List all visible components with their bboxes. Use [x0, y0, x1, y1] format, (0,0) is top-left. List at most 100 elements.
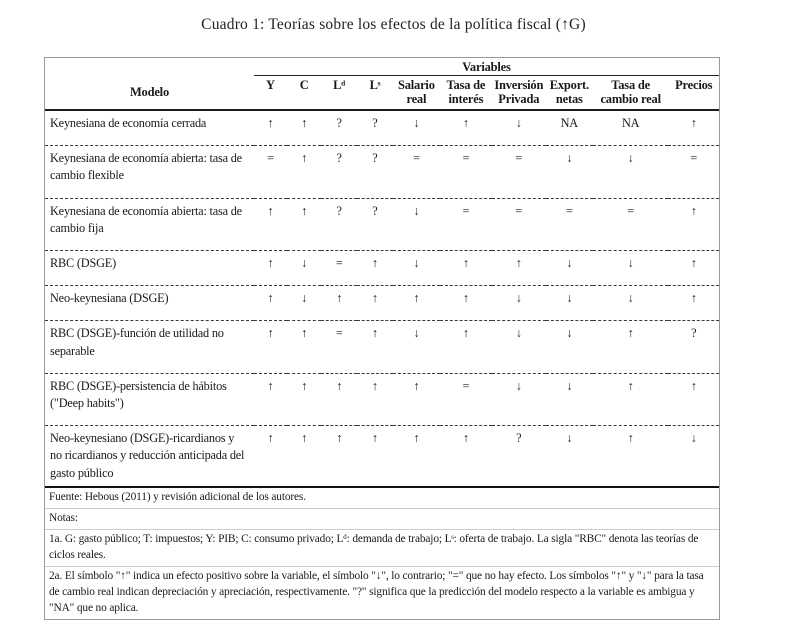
value-cell: =: [412, 151, 420, 166]
value-cell: ↑: [301, 116, 308, 130]
value-cell: ↑: [690, 378, 697, 393]
value-cell: ↑: [267, 116, 274, 130]
value-cell: =: [515, 203, 523, 218]
column-header: C: [286, 75, 322, 111]
notes-label: Notas:: [45, 507, 719, 529]
value-cell: ↓: [301, 291, 308, 306]
value-cell: ↓: [627, 291, 634, 306]
value-cell: ↑: [627, 378, 634, 393]
column-header: Salario real: [392, 75, 440, 111]
value-cell: ?: [336, 116, 342, 130]
value-cell: ↑: [690, 291, 697, 306]
table-row: Keynesiana de economía cerrada ↑ ↑?? ↓ ↑ ↓ NA N…: [45, 110, 719, 146]
column-header: Tasa de interés: [439, 75, 492, 111]
value-cell: ↓: [566, 431, 573, 446]
value-cell: ↓: [566, 151, 573, 166]
column-header: Lˢ: [357, 75, 393, 111]
value-cell: ↑: [515, 256, 522, 271]
value-cell: ↑: [690, 256, 697, 271]
value-cell: ↓: [413, 256, 420, 271]
table-row: RBC (DSGE) ↑ ↓ = ↑ ↓ ↑ ↑ ↓ ↓ ↑: [45, 251, 719, 286]
source-note: Fuente: Hebous (2011) y revisión adicion…: [49, 490, 306, 503]
value-cell: ↑: [371, 431, 378, 446]
value-cell: ↑: [336, 431, 343, 446]
value-cell: ↑: [462, 431, 469, 446]
value-cell: ↑: [301, 378, 308, 393]
value-cell: ↑: [301, 151, 308, 166]
value-cell: ↓: [566, 291, 573, 306]
value-cell: ↑: [462, 291, 469, 306]
value-cell: ↑: [371, 256, 378, 271]
model-cell: Neo-keynesiana (DSGE): [50, 291, 169, 306]
value-cell: ↓: [515, 326, 522, 341]
value-cell: NA: [560, 116, 579, 130]
table-row: Neo-keynesiano (DSGE)-ricardianos y no r…: [45, 426, 719, 487]
variables-header: Variables: [253, 58, 719, 76]
table-row: Neo-keynesiana (DSGE) ↑ ↓ ↑ ↑ ↑ ↑ ↓ ↓ ↓ ↑: [45, 286, 719, 321]
value-cell: ?: [336, 203, 342, 218]
value-cell: ?: [516, 431, 522, 446]
value-cell: ↓: [566, 378, 573, 393]
note-2a: 2a. El símbolo "↑" indica un efecto posi…: [45, 565, 719, 619]
value-cell: ?: [372, 151, 378, 166]
value-cell: ↑: [413, 378, 420, 393]
value-cell: =: [462, 151, 470, 166]
value-cell: ↑: [267, 326, 274, 341]
value-cell: ↓: [627, 151, 634, 166]
value-cell: ↑: [371, 378, 378, 393]
table-notes: Fuente: Hebous (2011) y revisión adicion…: [45, 488, 719, 619]
page-title: Cuadro 1: Teorías sobre los efectos de l…: [201, 16, 586, 33]
column-header: Precios: [668, 75, 719, 111]
value-cell: ↑: [267, 378, 274, 393]
value-cell: =: [515, 151, 523, 166]
value-cell: ↑: [301, 326, 308, 341]
value-cell: =: [335, 256, 343, 271]
value-cell: ↓: [627, 256, 634, 271]
value-cell: ?: [691, 326, 697, 341]
value-cell: ↑: [462, 256, 469, 271]
model-cell: Keynesiana de economía cerrada: [50, 116, 207, 130]
table-row: RBC (DSGE)-función de utilidad no separa…: [45, 321, 719, 374]
table-row: Keynesiana de economía abierta: tasa de …: [45, 198, 719, 251]
column-header: Lᵈ: [321, 75, 358, 111]
value-cell: ↑: [301, 203, 308, 218]
column-header: Inversión Privada: [491, 75, 546, 111]
table-container: Variables Modelo Y C Lᵈ Lˢ Salario real …: [44, 57, 720, 620]
value-cell: ↑: [267, 256, 274, 271]
value-cell: ↓: [515, 291, 522, 306]
value-cell: ?: [372, 203, 378, 218]
value-cell: NA: [621, 116, 640, 130]
note-1a: 1a. G: gasto público; T: impuestos; Y: P…: [45, 528, 719, 566]
value-cell: ↓: [566, 326, 573, 341]
value-cell: ↑: [301, 431, 308, 446]
column-header: Export. netas: [545, 75, 593, 111]
header-spacer: [45, 58, 254, 76]
column-header: Tasa de cambio real: [592, 75, 669, 111]
column-header-row: Modelo Y C Lᵈ Lˢ Salario real Tasa de in…: [45, 75, 719, 111]
value-cell: ↑: [413, 291, 420, 306]
value-cell: =: [462, 378, 470, 393]
variables-header-row: Variables: [45, 58, 719, 76]
value-cell: ↑: [413, 431, 420, 446]
model-cell: RBC (DSGE)-función de utilidad no separa…: [50, 326, 224, 358]
value-cell: =: [627, 203, 635, 218]
model-cell: RBC (DSGE)-persistencia de hábitos ("Dee…: [50, 378, 227, 411]
value-cell: ?: [336, 151, 342, 166]
table-row: Keynesiana de economía abierta: tasa de …: [45, 146, 719, 199]
value-cell: ↓: [566, 256, 573, 271]
value-cell: =: [267, 151, 274, 166]
value-cell: ↑: [336, 291, 343, 306]
value-cell: =: [335, 326, 343, 341]
model-cell: Neo-keynesiano (DSGE)-ricardianos y no r…: [50, 431, 245, 480]
value-cell: ↓: [413, 116, 420, 130]
value-cell: ↑: [267, 431, 274, 446]
value-cell: ↑: [267, 203, 274, 218]
value-cell: ↓: [690, 431, 697, 446]
value-cell: ↑: [627, 431, 634, 446]
value-cell: ↑: [371, 326, 378, 341]
model-cell: Keynesiana de economía abierta: tasa de …: [50, 151, 242, 183]
model-column-header: Modelo: [45, 75, 254, 111]
table-body: Keynesiana de economía cerrada ↑ ↑?? ↓ ↑ ↓ NA N…: [45, 110, 719, 487]
value-cell: ↑: [690, 116, 697, 130]
value-cell: ↑: [336, 378, 343, 393]
